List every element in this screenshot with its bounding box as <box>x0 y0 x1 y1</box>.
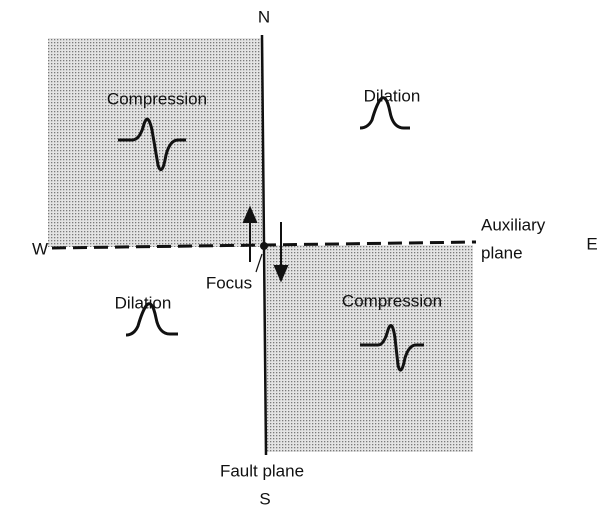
east-label: E <box>586 234 597 253</box>
west-label: W <box>32 239 48 258</box>
quadrant-label: Dilation <box>364 86 421 105</box>
quadrant-label: Compression <box>107 89 207 108</box>
auxiliary-plane-label: Auxiliary <box>481 215 546 234</box>
shaded-quadrant <box>266 245 473 452</box>
quadrant-label: Compression <box>342 291 442 310</box>
auxiliary-plane-label: plane <box>481 243 523 262</box>
south-label: S <box>259 489 270 508</box>
focus-point <box>260 242 268 250</box>
north-label: N <box>258 7 270 26</box>
quadrant-label: Dilation <box>115 293 172 312</box>
fault-plane-label: Fault plane <box>220 461 304 480</box>
waveforms <box>118 96 424 372</box>
focus-label: Focus <box>206 273 252 292</box>
slip-arrows <box>242 205 289 283</box>
